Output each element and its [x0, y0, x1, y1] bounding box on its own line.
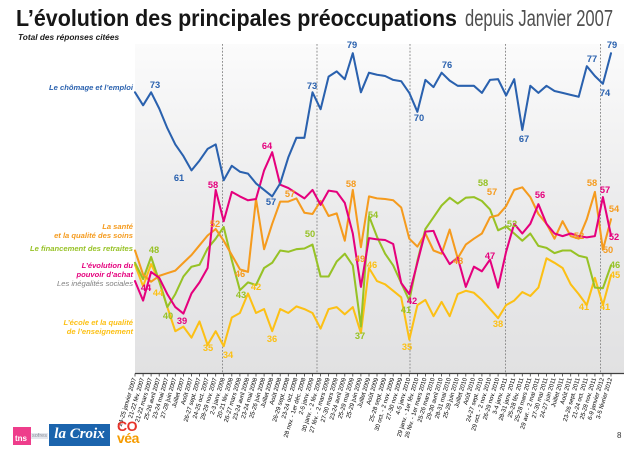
- svg-text:57: 57: [285, 189, 295, 199]
- svg-text:50: 50: [603, 245, 613, 255]
- svg-text:46: 46: [235, 269, 245, 279]
- svg-text:73: 73: [150, 80, 160, 90]
- svg-text:48: 48: [149, 245, 159, 255]
- svg-text:41: 41: [600, 302, 610, 312]
- svg-text:77: 77: [587, 54, 597, 64]
- svg-text:42: 42: [407, 296, 417, 306]
- svg-text:42: 42: [251, 282, 261, 292]
- svg-text:34: 34: [223, 350, 234, 360]
- svg-text:57: 57: [487, 187, 497, 197]
- svg-text:44: 44: [153, 288, 164, 298]
- svg-text:79: 79: [347, 40, 357, 50]
- svg-text:48: 48: [453, 256, 463, 266]
- svg-text:57: 57: [600, 185, 610, 195]
- svg-text:35: 35: [203, 343, 213, 353]
- svg-text:56: 56: [535, 190, 545, 200]
- svg-text:54: 54: [609, 204, 620, 214]
- svg-text:49: 49: [355, 254, 365, 264]
- svg-text:44: 44: [141, 283, 152, 293]
- svg-text:79: 79: [607, 40, 617, 50]
- svg-text:73: 73: [307, 81, 317, 91]
- svg-text:36: 36: [267, 334, 277, 344]
- svg-text:74: 74: [600, 88, 611, 98]
- svg-text:58: 58: [208, 180, 218, 190]
- svg-text:76: 76: [442, 60, 452, 70]
- svg-text:54: 54: [368, 210, 379, 220]
- svg-text:45: 45: [610, 270, 620, 280]
- svg-text:35: 35: [402, 342, 412, 352]
- svg-text:52: 52: [574, 231, 584, 241]
- svg-text:40: 40: [163, 311, 173, 321]
- svg-text:46: 46: [367, 260, 377, 270]
- svg-text:47: 47: [485, 251, 495, 261]
- svg-text:39: 39: [177, 316, 187, 326]
- svg-text:58: 58: [346, 179, 356, 189]
- svg-text:61: 61: [174, 173, 184, 183]
- svg-text:58: 58: [478, 178, 488, 188]
- svg-text:57: 57: [266, 197, 276, 207]
- svg-text:52: 52: [507, 219, 517, 229]
- svg-text:41: 41: [579, 302, 589, 312]
- svg-text:38: 38: [493, 319, 503, 329]
- svg-text:67: 67: [519, 134, 529, 144]
- svg-text:58: 58: [587, 178, 597, 188]
- svg-text:46: 46: [610, 260, 620, 270]
- svg-text:70: 70: [414, 113, 424, 123]
- svg-text:52: 52: [210, 219, 220, 229]
- svg-text:50: 50: [305, 229, 315, 239]
- svg-text:43: 43: [236, 290, 246, 300]
- svg-text:52: 52: [609, 232, 619, 242]
- svg-text:64: 64: [262, 141, 273, 151]
- svg-text:41: 41: [401, 305, 411, 315]
- svg-text:37: 37: [355, 331, 365, 341]
